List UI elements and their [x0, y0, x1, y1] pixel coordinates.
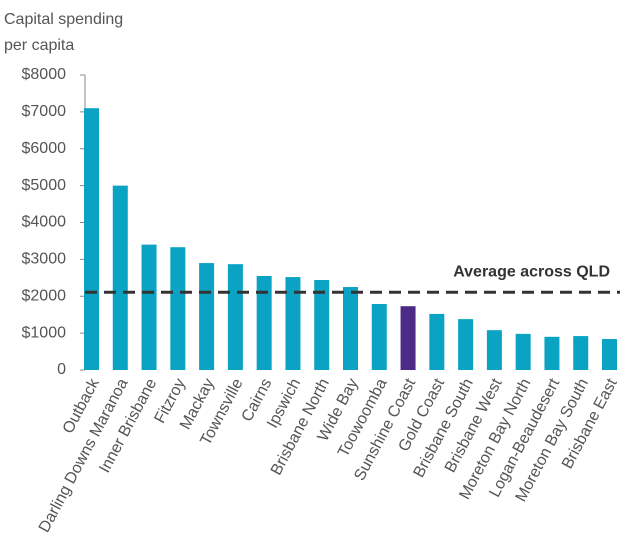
average-label: Average across QLD: [453, 263, 610, 280]
y-tick-label: $6000: [22, 140, 67, 157]
bar: [544, 336, 560, 370]
bar: [400, 306, 416, 370]
y-axis-title: per capita: [4, 37, 74, 54]
y-axis-title: Capital spending: [4, 11, 123, 28]
y-tick-label: 0: [57, 361, 66, 378]
y-tick-label: $8000: [22, 66, 67, 83]
y-tick-label: $5000: [22, 177, 67, 194]
bar: [84, 108, 99, 370]
y-tick-label: $4000: [22, 214, 67, 231]
y-tick-label: $2000: [22, 287, 67, 304]
bar: [227, 264, 243, 370]
bar: [141, 244, 157, 370]
bar: [343, 287, 358, 370]
bar: [515, 333, 531, 370]
bar: [314, 280, 330, 370]
bar: [112, 185, 128, 370]
bar: [199, 263, 215, 370]
bar: [371, 303, 387, 370]
y-tick-label: $3000: [22, 251, 67, 268]
bar: [429, 313, 445, 370]
bar: [486, 330, 502, 370]
bar: [458, 319, 474, 370]
bar: [573, 336, 589, 370]
y-tick-label: $1000: [22, 324, 67, 341]
bar: [602, 339, 617, 370]
bar: [170, 247, 186, 370]
y-tick-label: $7000: [22, 103, 67, 120]
bar: [256, 275, 272, 370]
bar: [285, 277, 301, 370]
